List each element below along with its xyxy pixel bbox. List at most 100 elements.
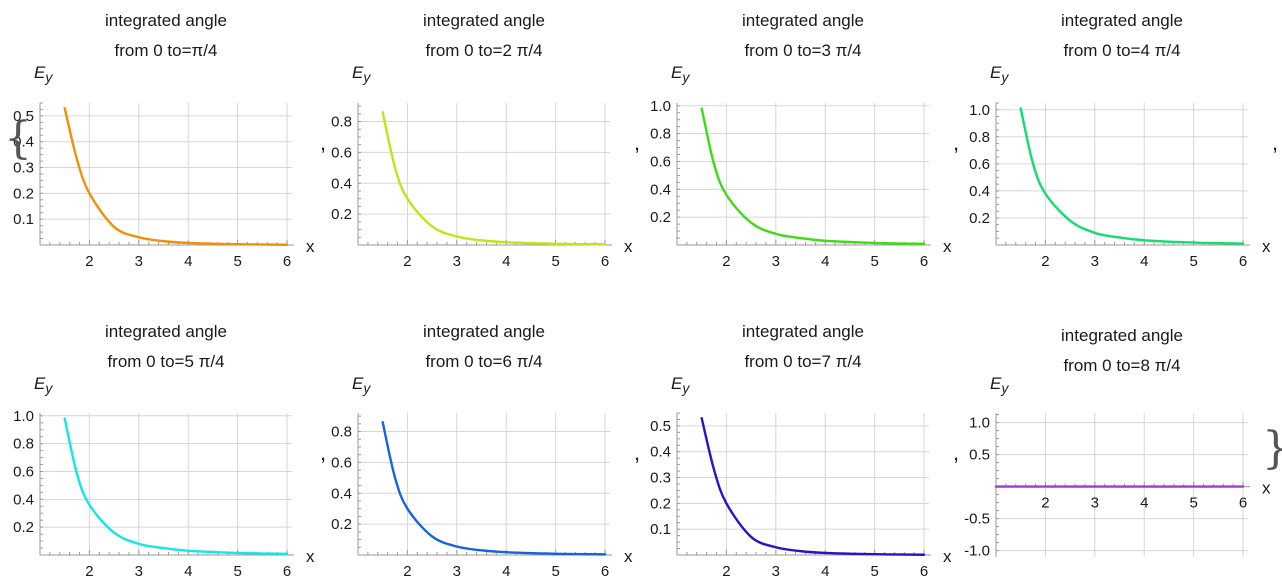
y-tick-label: 1.0	[13, 408, 34, 425]
y-axis-label: Ey	[34, 374, 53, 396]
x-tick-label: 5	[870, 563, 878, 580]
chart-panel: integrated angle from 0 to=5 π/4 Ey 2 3 4 5 6 0.…	[13, 322, 315, 580]
data-series-line	[63, 417, 289, 556]
y-tick-label: 0.8	[331, 424, 352, 441]
x-tick-label: 6	[601, 563, 609, 580]
chart-panel: integrated angle from 0 to=7 π/4 Ey 2 3 4 5 6 0.…	[650, 322, 952, 580]
chart-panel: integrated angle from 0 to=4 π/4 Ey 2 3 4 5 6 0.…	[969, 11, 1271, 270]
chart-title: from 0 to=7 π/4	[744, 352, 861, 371]
x-tick-label: 4	[502, 253, 510, 270]
y-tick-label: 0.5	[650, 418, 671, 435]
y-tick-label: 0.1	[650, 521, 671, 538]
x-tick-label: 3	[772, 253, 780, 270]
chart-title: integrated angle	[742, 11, 864, 30]
y-tick-label: 0.3	[13, 160, 34, 177]
data-series-line	[700, 107, 926, 246]
x-tick-label: 6	[1239, 495, 1247, 512]
chart-panel: integrated angle from 0 to=3 π/4 Ey 2 3 4 5 6 0.…	[650, 11, 952, 270]
y-tick-label: 0.8	[969, 129, 990, 146]
y-tick-label: 0.4	[650, 444, 671, 461]
x-tick-label: 5	[233, 563, 241, 580]
x-axis-label: x	[1262, 479, 1271, 498]
y-axis-label: Ey	[990, 63, 1009, 85]
list-separator: ,	[1272, 130, 1278, 155]
chart-panel: integrated angle from 0 to=π/4 Ey 2 3 4 5 6 0.1 0…	[13, 11, 315, 270]
chart-title: integrated angle	[105, 11, 227, 30]
y-tick-label: 0.4	[969, 183, 990, 200]
data-series-line	[381, 421, 607, 556]
y-tick-label: 0.6	[331, 454, 352, 471]
x-tick-label: 5	[1189, 253, 1197, 270]
list-open-brace: {	[4, 113, 32, 164]
y-tick-label: 0.3	[650, 470, 671, 487]
y-tick-label: 0.6	[13, 463, 34, 480]
y-tick-label: 1.0	[969, 415, 990, 432]
y-tick-label: 0.2	[650, 209, 671, 226]
x-tick-label: 2	[403, 563, 411, 580]
x-tick-label: 6	[601, 253, 609, 270]
y-tick-label: 0.8	[650, 126, 671, 143]
x-tick-label: 3	[135, 563, 143, 580]
y-axis-label: Ey	[671, 374, 690, 396]
x-tick-label: 4	[821, 253, 829, 270]
x-axis-label: x	[943, 237, 952, 256]
y-axis-label: Ey	[34, 63, 53, 85]
chart-panel: integrated angle from 0 to=8 π/4 Ey 2 3 4 5 6 -1…	[964, 326, 1271, 560]
y-tick-label: 0.6	[331, 144, 352, 161]
chart-title: from 0 to=4 π/4	[1063, 41, 1180, 60]
y-tick-label: 0.4	[13, 134, 34, 151]
x-tick-label: 6	[283, 253, 291, 270]
y-tick-label: 0.5	[969, 447, 990, 464]
x-tick-label: 2	[403, 253, 411, 270]
y-tick-label: 0.2	[331, 516, 352, 533]
x-tick-label: 4	[502, 563, 510, 580]
x-tick-label: 3	[1091, 495, 1099, 512]
chart-title: integrated angle	[1061, 11, 1183, 30]
x-tick-label: 3	[453, 253, 461, 270]
x-tick-label: 6	[283, 563, 291, 580]
x-tick-label: 4	[184, 563, 192, 580]
x-tick-label: 3	[1091, 253, 1099, 270]
y-axis-label: Ey	[352, 63, 371, 85]
x-tick-label: 5	[233, 253, 241, 270]
list-separator: ,	[953, 440, 959, 465]
x-tick-label: 5	[1189, 495, 1197, 512]
x-tick-label: 6	[920, 253, 928, 270]
y-tick-label: 1.0	[969, 102, 990, 119]
data-series-line	[63, 106, 289, 246]
y-tick-label: 0.2	[650, 495, 671, 512]
chart-title: from 0 to=π/4	[115, 41, 218, 60]
x-tick-label: 5	[551, 253, 559, 270]
x-tick-label: 6	[920, 563, 928, 580]
x-tick-label: 4	[1140, 253, 1148, 270]
chart-panel: integrated angle from 0 to=6 π/4 Ey 2 3 4 5 6 0.…	[331, 322, 633, 580]
chart-title: from 0 to=3 π/4	[744, 41, 861, 60]
x-axis-label: x	[306, 547, 315, 566]
chart-title: from 0 to=8 π/4	[1063, 356, 1180, 375]
x-axis-label: x	[624, 547, 633, 566]
y-tick-label: 0.5	[13, 108, 34, 125]
x-tick-label: 3	[772, 563, 780, 580]
x-tick-label: 2	[722, 563, 730, 580]
y-tick-label: 0.1	[13, 211, 34, 228]
list-separator: ,	[634, 440, 640, 465]
x-tick-label: 2	[85, 253, 93, 270]
y-tick-label: 0.2	[13, 185, 34, 202]
y-tick-label: -1.0	[964, 543, 990, 560]
x-axis-label: x	[624, 237, 633, 256]
data-series-line	[381, 111, 607, 246]
chart-title: integrated angle	[423, 11, 545, 30]
list-separator: ,	[320, 440, 326, 465]
x-tick-label: 5	[551, 563, 559, 580]
y-axis-label: Ey	[671, 63, 690, 85]
list-separator: ,	[953, 130, 959, 155]
x-axis-label: x	[943, 547, 952, 566]
y-tick-label: 0.2	[969, 210, 990, 227]
y-tick-label: -0.5	[964, 511, 990, 528]
chart-panel: integrated angle from 0 to=2 π/4 Ey 2 3 4 5 6 0.…	[331, 11, 633, 270]
x-tick-label: 4	[821, 563, 829, 580]
x-tick-label: 5	[870, 253, 878, 270]
y-tick-label: 0.2	[331, 206, 352, 223]
x-tick-label: 2	[85, 563, 93, 580]
